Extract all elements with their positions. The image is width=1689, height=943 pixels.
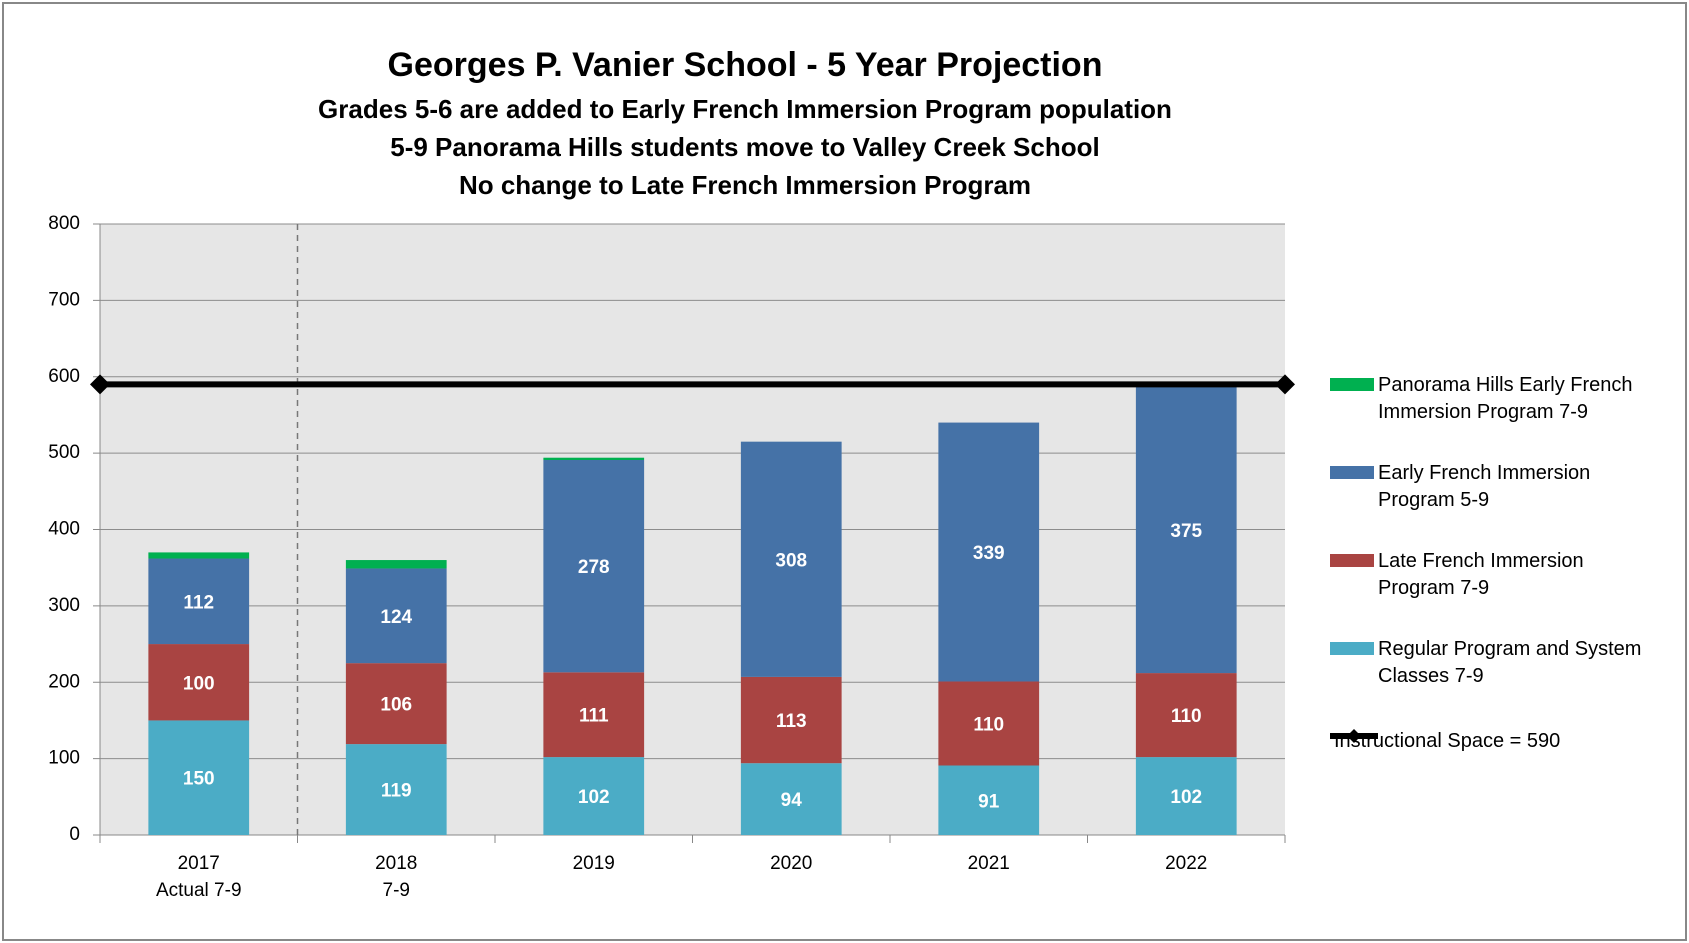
bar-segment bbox=[345, 663, 447, 745]
legend-swatch bbox=[1330, 466, 1374, 514]
y-tick-label: 700 bbox=[48, 289, 80, 310]
legend-entry: Instructional Space = 590 bbox=[1330, 728, 1660, 755]
legend-label: Early French Immersion Program 5-9 bbox=[1378, 462, 1591, 511]
data-label: 339 bbox=[973, 543, 1005, 564]
x-tick-label: 2021 bbox=[968, 853, 1010, 874]
data-label: 91 bbox=[978, 791, 1000, 812]
bar-segment bbox=[740, 763, 842, 835]
bar-segment bbox=[740, 441, 842, 677]
bar-segment bbox=[345, 568, 447, 664]
legend-entry: Panorama Hills Early French Immersion Pr… bbox=[1330, 372, 1660, 426]
x-tick-label: 2018 bbox=[375, 853, 417, 874]
bar-segment bbox=[148, 644, 250, 721]
x-tick-label: 2020 bbox=[770, 853, 812, 874]
data-label: 119 bbox=[381, 781, 412, 802]
legend-swatch bbox=[1330, 554, 1374, 602]
data-label: 100 bbox=[183, 673, 215, 694]
bar-segment bbox=[1135, 757, 1237, 835]
bar-segment bbox=[148, 552, 250, 559]
data-label: 150 bbox=[183, 769, 215, 790]
bar-segment bbox=[1135, 673, 1237, 758]
data-label: 375 bbox=[1170, 521, 1202, 542]
legend-label: Regular Program and System Classes 7-9 bbox=[1378, 638, 1642, 687]
bar-segment bbox=[345, 560, 447, 569]
bar-segment bbox=[148, 558, 250, 645]
legend-label: Instructional Space = 590 bbox=[1334, 730, 1561, 752]
chart-subtitle: Grades 5-6 are added to Early French Imm… bbox=[318, 94, 1172, 124]
bar-segment bbox=[345, 744, 447, 835]
x-tick-label: Actual 7-9 bbox=[156, 880, 242, 901]
data-label: 111 bbox=[579, 706, 609, 727]
bar-segment bbox=[1135, 386, 1237, 674]
x-tick-label: 2017 bbox=[178, 853, 220, 874]
y-tick-label: 500 bbox=[48, 442, 80, 463]
y-tick-label: 600 bbox=[48, 366, 80, 387]
data-label: 110 bbox=[973, 715, 1004, 736]
bar-segment bbox=[938, 681, 1040, 766]
chart-title: Georges P. Vanier School - 5 Year Projec… bbox=[388, 46, 1103, 84]
y-tick-label: 800 bbox=[48, 213, 80, 234]
legend-label: Panorama Hills Early French Immersion Pr… bbox=[1378, 374, 1633, 423]
bar-segment bbox=[740, 676, 842, 764]
data-label: 94 bbox=[781, 790, 803, 811]
bar-segment bbox=[543, 457, 645, 460]
data-label: 124 bbox=[380, 607, 412, 628]
bar-segment bbox=[148, 720, 250, 835]
bar-segment bbox=[938, 765, 1040, 835]
bar-segment bbox=[543, 672, 645, 758]
bar-segment bbox=[938, 422, 1040, 682]
reference-marker bbox=[90, 374, 110, 395]
legend-entry: Late French Immersion Program 7-9 bbox=[1330, 548, 1660, 602]
data-label: 113 bbox=[776, 711, 807, 732]
chart-subtitle: No change to Late French Immersion Progr… bbox=[459, 170, 1031, 200]
data-label: 278 bbox=[578, 557, 610, 578]
data-label: 308 bbox=[775, 550, 807, 571]
data-label: 110 bbox=[1171, 706, 1202, 727]
legend-swatch bbox=[1330, 378, 1374, 426]
legend-entry: Regular Program and System Classes 7-9 bbox=[1330, 636, 1660, 690]
data-label: 106 bbox=[380, 695, 412, 716]
bar-segment bbox=[543, 459, 645, 673]
chart-subtitle: 5-9 Panorama Hills students move to Vall… bbox=[390, 132, 1099, 162]
bar-segment bbox=[543, 757, 645, 835]
legend-entry: Early French Immersion Program 5-9 bbox=[1330, 460, 1660, 514]
legend-label: Late French Immersion Program 7-9 bbox=[1378, 550, 1584, 599]
y-tick-label: 0 bbox=[69, 824, 80, 845]
x-tick-label: 2022 bbox=[1165, 853, 1207, 874]
reference-marker bbox=[1275, 374, 1295, 395]
data-label: 102 bbox=[1170, 787, 1202, 808]
legend-swatch bbox=[1330, 642, 1374, 690]
y-tick-label: 400 bbox=[48, 519, 80, 540]
data-label: 102 bbox=[578, 787, 610, 808]
y-tick-label: 200 bbox=[48, 671, 80, 692]
data-label: 112 bbox=[183, 592, 214, 613]
y-tick-label: 300 bbox=[48, 595, 80, 616]
x-tick-label: 7-9 bbox=[383, 880, 410, 901]
x-tick-label: 2019 bbox=[573, 853, 615, 874]
y-tick-label: 100 bbox=[48, 748, 80, 769]
